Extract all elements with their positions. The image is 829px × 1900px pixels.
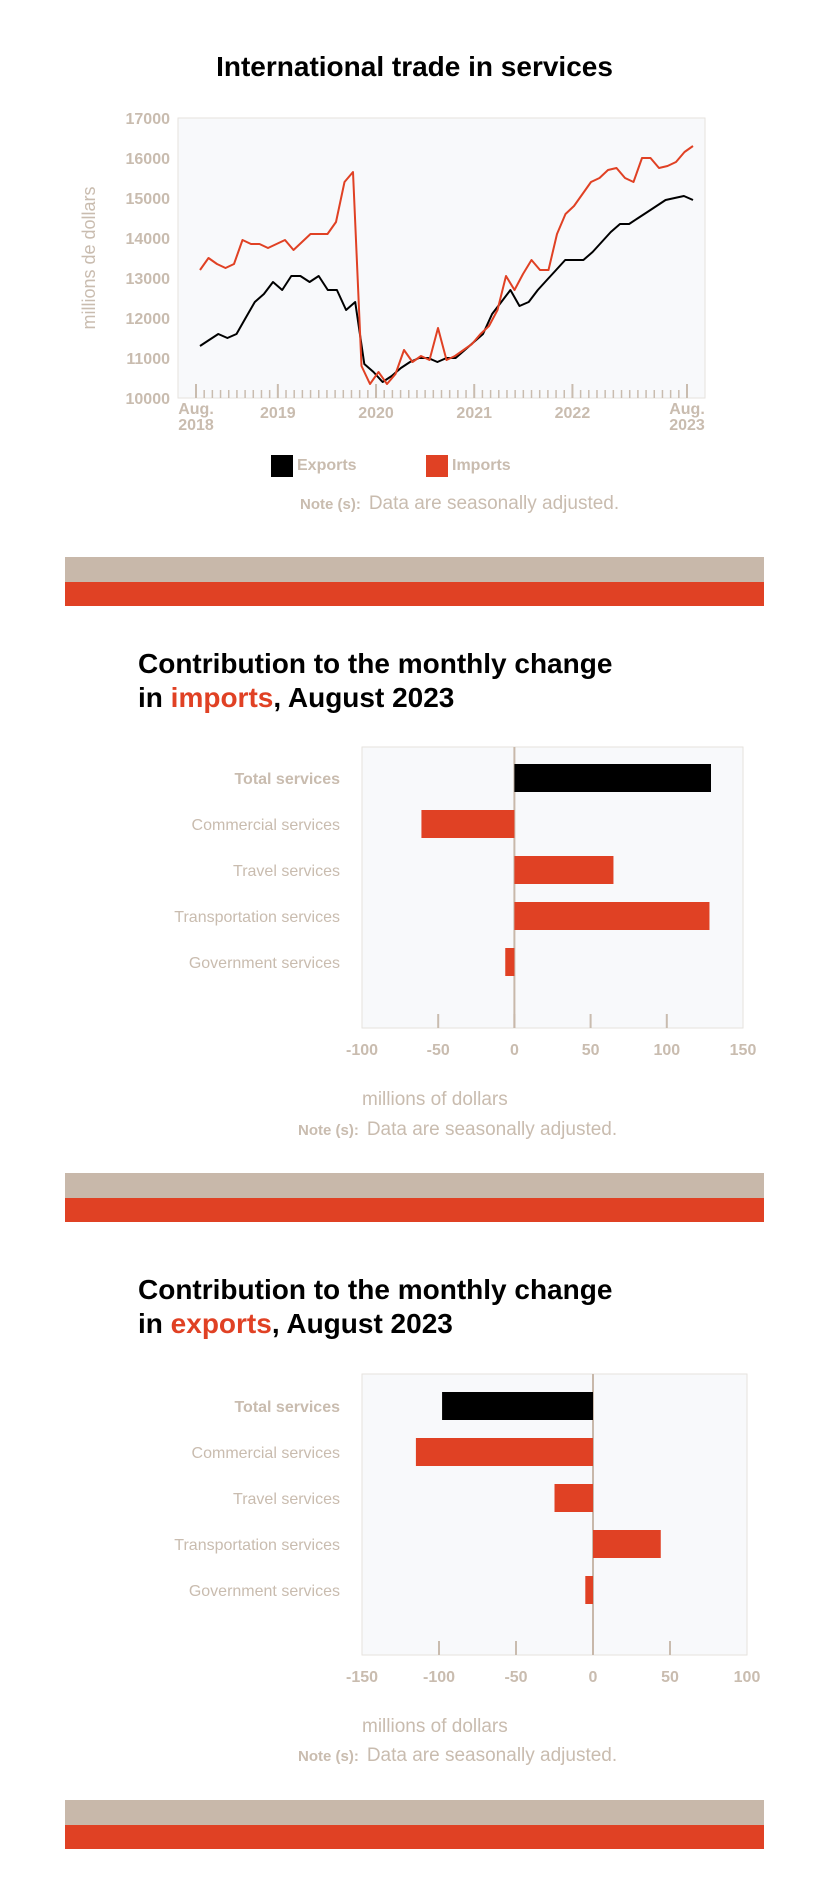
x-tick-label: 0 (589, 1669, 598, 1686)
chart3-title-in: in (138, 1308, 171, 1339)
bar-travel-services (514, 856, 614, 884)
chart2-title-line1: Contribution to the monthly change (138, 648, 613, 679)
x-tick-label: 2020 (358, 405, 394, 422)
x-axis-label: millions of dollars (362, 1716, 508, 1737)
y-axis-label: millions de dollars (79, 186, 99, 329)
chart3-title-line2: in exports, August 2023 (138, 1307, 612, 1341)
chart1-note: Note (s): Data are seasonally adjusted. (300, 493, 619, 515)
x-tick-label: 2018 (178, 417, 214, 434)
legend-exports: Exports (271, 455, 357, 477)
divider-tan-1 (65, 557, 764, 582)
x-tick-label: 2021 (456, 405, 492, 422)
legend-imports-label: Imports (452, 457, 511, 474)
x-tick-label: -50 (504, 1669, 527, 1686)
category-label: Commercial services (192, 1445, 340, 1462)
x-tick-label: 50 (661, 1669, 679, 1686)
x-tick-label: Aug. (669, 401, 705, 418)
line-chart: 10000 11000 12000 13000 14000 15000 16000 17000… (79, 111, 706, 434)
bar-transportation-services (514, 902, 710, 930)
y-tick-label: 10000 (126, 391, 171, 408)
chart3-title-line1: Contribution to the monthly change (138, 1274, 613, 1305)
chart3-title-accent: exports (170, 1308, 272, 1339)
x-axis-label: millions of dollars (362, 1089, 508, 1110)
x-tick-label: -100 (346, 1042, 378, 1059)
note-label: Note (s): (298, 1748, 359, 1765)
divider-red-2 (65, 1198, 764, 1222)
divider-red-3 (65, 1825, 764, 1849)
y-tick-label: 17000 (126, 111, 171, 128)
x-tick-label: 100 (734, 1669, 761, 1686)
chart3-title-post: , August 2023 (271, 1308, 453, 1339)
note-text: Data are seasonally adjusted. (366, 1745, 618, 1766)
category-label: Government services (189, 1583, 340, 1600)
category-label: Travel services (233, 863, 340, 880)
bar-total-services (514, 764, 711, 792)
bar-transportation-services (593, 1530, 661, 1558)
divider-tan-3 (65, 1800, 764, 1825)
y-tick-label: 14000 (126, 231, 171, 248)
x-tick-label: -50 (427, 1042, 450, 1059)
bar-travel-services (554, 1484, 593, 1512)
chart3-note: Note (s): Data are seasonally adjusted. (298, 1745, 617, 1767)
category-label: Total services (234, 771, 340, 788)
note-label: Note (s): (300, 496, 361, 513)
bar-commercial-services (415, 1438, 593, 1466)
bar-government-services (505, 948, 515, 976)
bar-chart-imports: -100 -50 0 50 100 150 Total services Commercial… (174, 746, 757, 1110)
category-label: Total services (234, 1399, 340, 1416)
x-tick-label: 2022 (555, 405, 591, 422)
category-label: Commercial services (192, 817, 340, 834)
chart2-title-in: in (138, 682, 171, 713)
legend-imports: Imports (426, 455, 511, 477)
x-tick-label: Aug. (178, 401, 214, 418)
y-tick-label: 13000 (126, 271, 171, 288)
note-text: Data are seasonally adjusted. (368, 493, 620, 514)
x-tick-label: 0 (510, 1042, 519, 1059)
bar-chart-exports: -150 -100 -50 0 50 100 Total services Commercia… (174, 1373, 761, 1737)
category-label: Transportation services (174, 1537, 340, 1554)
x-tick-label: -150 (346, 1669, 378, 1686)
note-text: Data are seasonally adjusted. (366, 1119, 618, 1140)
y-tick-label: 12000 (126, 311, 171, 328)
x-tick-label: 100 (653, 1042, 680, 1059)
category-label: Government services (189, 955, 340, 972)
chart2-title-post: , August 2023 (273, 682, 455, 713)
category-label: Transportation services (174, 909, 340, 926)
bar-commercial-services (421, 810, 515, 838)
x-tick-label: 2019 (260, 405, 296, 422)
plot-area (177, 117, 706, 399)
chart2-title-line2: in imports, August 2023 (138, 681, 612, 715)
imports-swatch (426, 455, 448, 477)
y-tick-label: 15000 (126, 191, 171, 208)
divider-red-1 (65, 582, 764, 606)
note-label: Note (s): (298, 1122, 359, 1139)
legend-exports-label: Exports (297, 457, 357, 474)
plot-area (361, 1373, 748, 1656)
chart2-title-accent: imports (170, 682, 274, 713)
y-tick-label: 16000 (126, 151, 171, 168)
bar-government-services (585, 1576, 593, 1604)
chart2-note: Note (s): Data are seasonally adjusted. (298, 1119, 617, 1141)
chart3-title: Contribution to the monthly change in ex… (138, 1273, 612, 1341)
imports-series-line (199, 145, 694, 385)
y-tick-label: 11000 (126, 351, 170, 368)
plot-area (361, 746, 744, 1029)
divider-tan-2 (65, 1173, 764, 1198)
category-label: Travel services (233, 1491, 340, 1508)
bar-total-services (442, 1392, 593, 1420)
x-tick-label: 2023 (669, 417, 705, 434)
x-tick-label: 50 (582, 1042, 600, 1059)
chart1-title: International trade in services (216, 51, 613, 82)
chart2-title: Contribution to the monthly change in im… (138, 647, 612, 715)
x-tick-label: 150 (730, 1042, 757, 1059)
x-tick-label: -100 (423, 1669, 455, 1686)
exports-swatch (271, 455, 293, 477)
